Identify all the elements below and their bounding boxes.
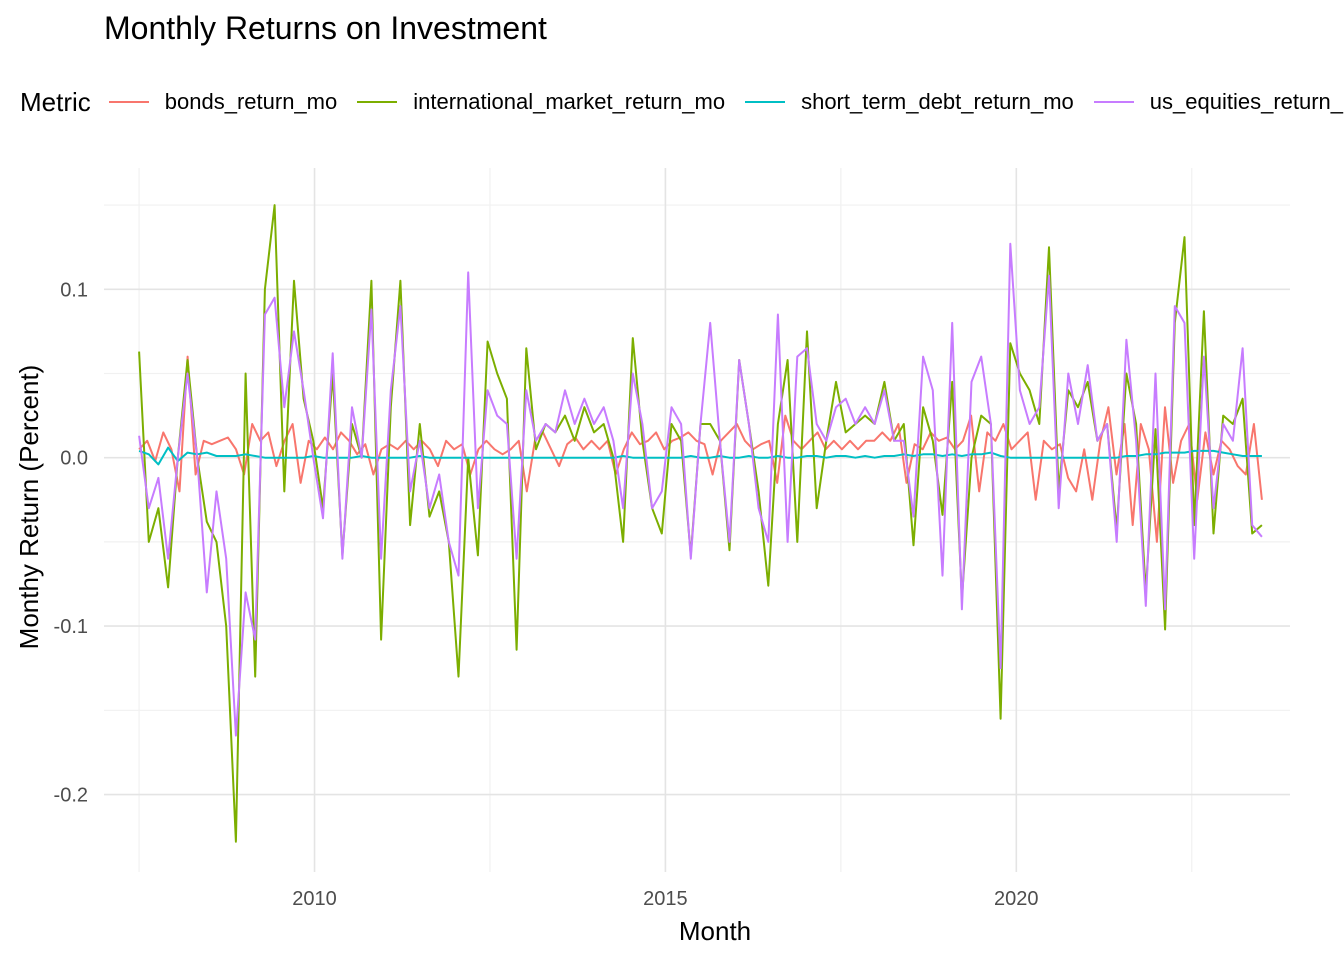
- x-axis-label: Month: [679, 916, 751, 946]
- legend-label-bonds: bonds_return_mo: [164, 89, 338, 114]
- y-tick-label: -0.2: [54, 785, 88, 807]
- legend: Metric bonds_return_mo international_mar…: [20, 86, 1344, 118]
- x-tick-label: 2010: [292, 888, 337, 910]
- legend-swatch-international: [357, 101, 398, 103]
- legend-item-international: international_market_return_mo: [357, 89, 725, 115]
- legend-title: Metric: [20, 86, 91, 117]
- grid-minor: [104, 168, 1290, 872]
- legend-swatch-us-equities: [1093, 101, 1134, 103]
- legend-item-short-term-debt: short_term_debt_return_mo: [745, 89, 1074, 115]
- series-lines: [138, 204, 1263, 843]
- legend-swatch-bonds: [108, 101, 149, 103]
- series-line-bonds_return_mo: [138, 355, 1263, 543]
- series-line-international_market_return_mo: [138, 204, 1263, 843]
- legend-item-bonds: bonds_return_mo: [108, 89, 338, 115]
- series-line-us_equities_return_mo: [138, 242, 1263, 737]
- legend-label-short-term-debt: short_term_debt_return_mo: [801, 89, 1074, 114]
- tick-labels: 2010 2015 2020 -0.2 -0.1 0.0 0.1: [54, 279, 1039, 910]
- legend-swatch-short-term-debt: [745, 101, 786, 103]
- x-tick-label: 2015: [643, 888, 688, 910]
- legend-label-international: international_market_return_mo: [413, 89, 726, 114]
- y-axis-label: Monthy Return (Percent): [14, 365, 44, 650]
- x-tick-label: 2020: [994, 888, 1039, 910]
- legend-item-us-equities: us_equities_return_mo: [1093, 89, 1344, 115]
- y-tick-label: 0.1: [60, 279, 88, 301]
- y-tick-label: -0.1: [54, 616, 88, 638]
- grid-major: [104, 168, 1290, 872]
- legend-label-us-equities: us_equities_return_mo: [1149, 89, 1344, 114]
- chart-title: Monthly Returns on Investment: [104, 10, 547, 46]
- y-tick-label: 0.0: [60, 448, 88, 470]
